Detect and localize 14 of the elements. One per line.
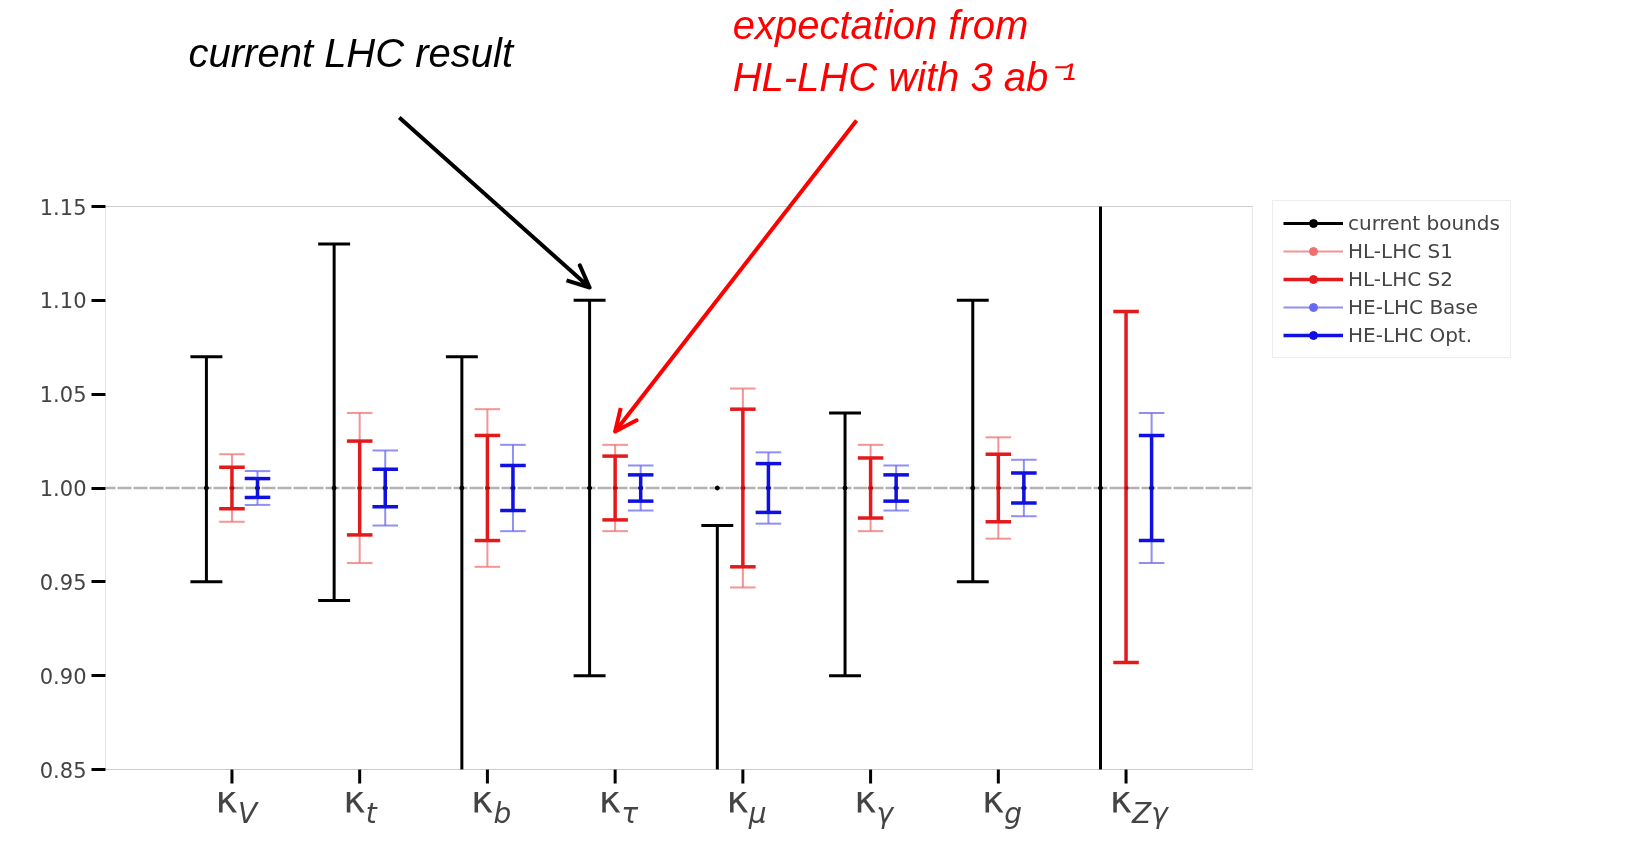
legend-label: HE-LHC Base (1348, 295, 1479, 319)
legend-label: HL-LHC S2 (1348, 267, 1453, 291)
text: current LHC result (188, 30, 515, 75)
legend-label: HL-LHC S1 (1348, 239, 1453, 263)
y-tick-label: 0.85 (39, 758, 87, 783)
y-tick-label: 1.15 (39, 195, 87, 220)
y-tick-label: 1.00 (39, 477, 87, 501)
y-tick-label: 0.95 (39, 570, 87, 595)
y-tick-label: 1.05 (39, 383, 87, 408)
text: expectation from HL-LHC with 3 ab⁻¹ (732, 2, 1076, 100)
y-tick-label: 1.10 (39, 289, 87, 314)
y-tick-label: 0.90 (39, 664, 87, 689)
legend-label: current bounds (1348, 211, 1500, 235)
legend-label: HE-LHC Opt. (1348, 323, 1473, 347)
